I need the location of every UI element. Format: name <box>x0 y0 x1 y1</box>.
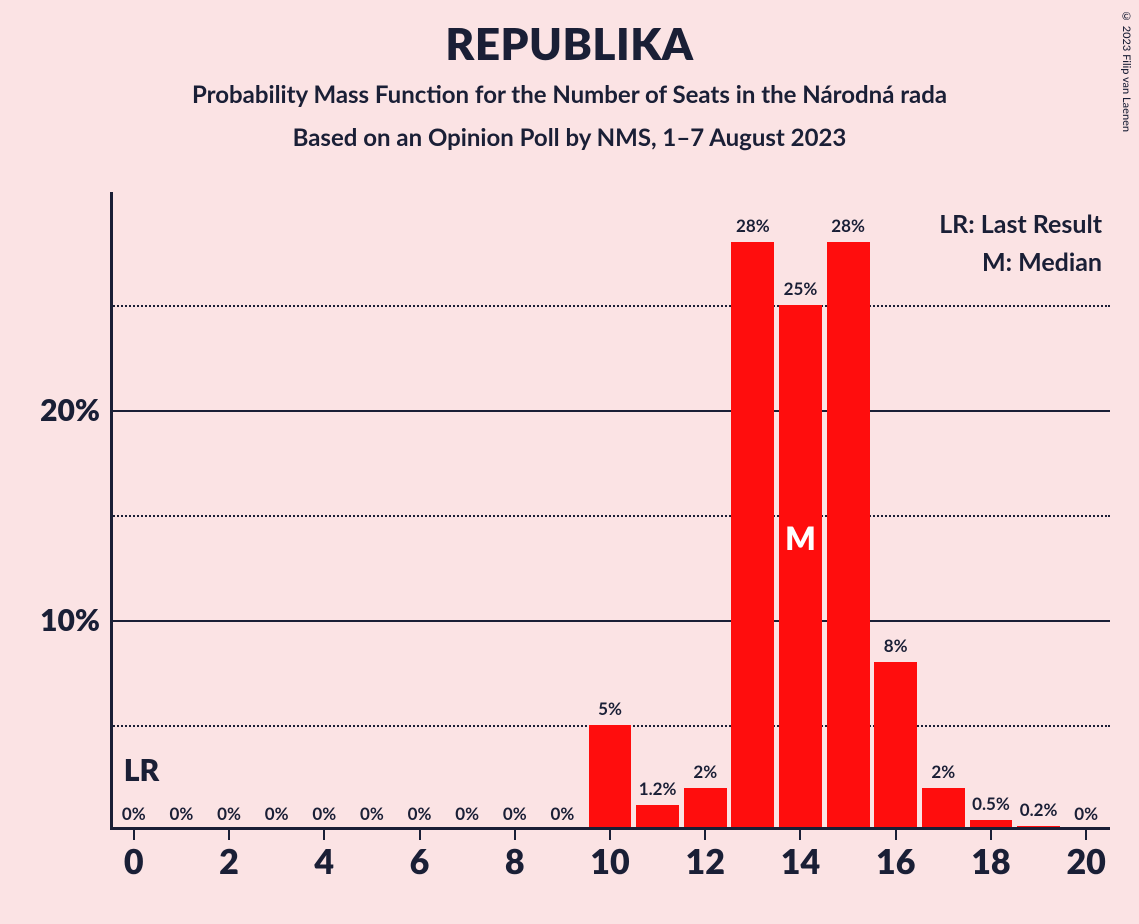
x-tick-label: 18 <box>971 841 1010 882</box>
bar-value-label: 28% <box>831 215 865 236</box>
bar-value-label: 0% <box>360 803 384 824</box>
bar <box>779 305 822 830</box>
chart-title: REPUBLIKA <box>0 0 1139 70</box>
bar-value-label: 0% <box>170 803 194 824</box>
legend: LR: Last Result M: Median <box>939 206 1102 281</box>
x-tick-mark <box>704 830 706 840</box>
chart-subtitle-2: Based on an Opinion Poll by NMS, 1–7 Aug… <box>0 123 1139 152</box>
x-tick-label: 6 <box>410 841 430 882</box>
chart-subtitle-1: Probability Mass Function for the Number… <box>0 80 1139 109</box>
x-tick-label: 2 <box>219 841 239 882</box>
bar-value-label: 0% <box>122 803 146 824</box>
x-tick-label: 10 <box>590 841 629 882</box>
bar <box>874 662 917 830</box>
x-tick-mark <box>895 830 897 840</box>
x-tick-mark <box>228 830 230 840</box>
bar <box>922 788 965 830</box>
x-tick-label: 20 <box>1066 841 1105 882</box>
bar-value-label: 25% <box>784 278 818 299</box>
x-tick-mark <box>799 830 801 840</box>
bar-value-label: 5% <box>598 698 622 719</box>
x-tick-mark <box>419 830 421 840</box>
legend-lr: LR: Last Result <box>939 206 1102 244</box>
x-tick-mark <box>323 830 325 840</box>
bar-value-label: 0% <box>312 803 336 824</box>
x-tick-label: 16 <box>876 841 915 882</box>
x-tick-label: 4 <box>314 841 334 882</box>
bar-value-label: 2% <box>693 761 717 782</box>
bar <box>731 242 774 830</box>
bar <box>684 788 727 830</box>
bar-value-label: 0% <box>503 803 527 824</box>
bar-value-label: 0% <box>1074 803 1098 824</box>
legend-m: M: Median <box>939 244 1102 282</box>
bar-value-label: 0% <box>217 803 241 824</box>
chart-container: © 2023 Filip van Laenen REPUBLIKA Probab… <box>0 0 1139 924</box>
bar-value-label: 0% <box>455 803 479 824</box>
grid-line-solid <box>110 410 1110 412</box>
y-tick-label: 10% <box>40 602 100 638</box>
lr-marker: LR <box>124 752 159 788</box>
bar <box>589 725 632 830</box>
grid-line-dotted <box>110 515 1110 517</box>
x-tick-mark <box>514 830 516 840</box>
bar-value-label: 0.2% <box>1020 799 1058 820</box>
median-marker: M <box>785 518 816 557</box>
bar-value-label: 0% <box>550 803 574 824</box>
bar-value-label: 8% <box>884 635 908 656</box>
bar <box>827 242 870 830</box>
x-tick-label: 12 <box>686 841 725 882</box>
x-axis <box>110 827 1110 830</box>
plot-area: LR: Last Result M: Median 10%20%0%0%0%0%… <box>110 200 1110 830</box>
bar-value-label: 0% <box>408 803 432 824</box>
y-tick-label: 20% <box>40 392 100 428</box>
bar-value-label: 0% <box>265 803 289 824</box>
x-tick-mark <box>1085 830 1087 840</box>
bar-value-label: 28% <box>736 215 770 236</box>
bar-value-label: 2% <box>931 761 955 782</box>
x-tick-label: 14 <box>781 841 820 882</box>
x-tick-mark <box>133 830 135 840</box>
x-tick-label: 0 <box>124 841 144 882</box>
x-tick-label: 8 <box>505 841 525 882</box>
x-tick-mark <box>609 830 611 840</box>
y-axis <box>110 192 113 830</box>
bar-value-label: 1.2% <box>639 778 677 799</box>
bar-value-label: 0.5% <box>972 793 1010 814</box>
grid-line-dotted <box>110 305 1110 307</box>
grid-line-solid <box>110 620 1110 622</box>
x-tick-mark <box>990 830 992 840</box>
copyright-text: © 2023 Filip van Laenen <box>1120 10 1133 132</box>
